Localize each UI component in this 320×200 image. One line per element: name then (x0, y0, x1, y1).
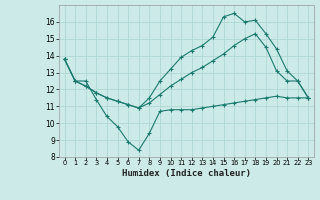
X-axis label: Humidex (Indice chaleur): Humidex (Indice chaleur) (122, 169, 251, 178)
